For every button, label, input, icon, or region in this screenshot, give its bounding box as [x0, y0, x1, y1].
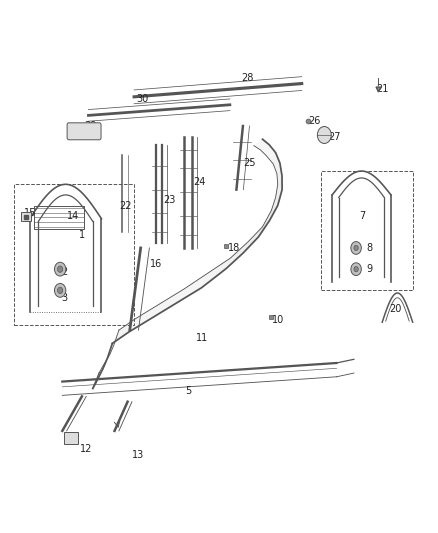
Bar: [321, 171, 413, 290]
Circle shape: [54, 262, 66, 276]
Text: 3: 3: [61, 293, 67, 303]
Circle shape: [351, 241, 361, 254]
Text: 25: 25: [243, 158, 256, 168]
Circle shape: [354, 245, 358, 251]
Text: 27: 27: [328, 132, 341, 142]
Circle shape: [318, 126, 331, 143]
Text: 28: 28: [241, 73, 254, 83]
Circle shape: [354, 266, 358, 272]
Bar: [64, 432, 78, 444]
Text: 10: 10: [272, 314, 284, 325]
Text: 30: 30: [137, 94, 149, 104]
Bar: [21, 212, 31, 221]
Text: 21: 21: [376, 84, 389, 94]
Bar: [14, 184, 134, 325]
Circle shape: [351, 263, 361, 276]
Text: 9: 9: [366, 264, 372, 274]
Bar: [34, 206, 84, 229]
Text: 5: 5: [185, 386, 192, 396]
Text: 2: 2: [61, 267, 67, 277]
Circle shape: [54, 284, 66, 297]
Circle shape: [57, 266, 63, 272]
Text: 13: 13: [132, 450, 145, 460]
Text: 26: 26: [308, 116, 321, 126]
Text: 12: 12: [80, 445, 92, 455]
Text: 22: 22: [119, 200, 132, 211]
Text: 24: 24: [193, 176, 205, 187]
Text: 7: 7: [360, 211, 366, 221]
Circle shape: [57, 287, 63, 294]
Text: 14: 14: [67, 211, 79, 221]
Text: 16: 16: [150, 259, 162, 269]
FancyBboxPatch shape: [67, 123, 101, 140]
Text: 20: 20: [389, 304, 402, 314]
Text: 15: 15: [24, 208, 36, 219]
Text: 8: 8: [366, 243, 372, 253]
Text: 11: 11: [195, 333, 208, 343]
Text: 1: 1: [79, 230, 85, 240]
Text: 23: 23: [163, 195, 175, 205]
Text: 18: 18: [228, 243, 240, 253]
Text: 29: 29: [85, 121, 97, 131]
